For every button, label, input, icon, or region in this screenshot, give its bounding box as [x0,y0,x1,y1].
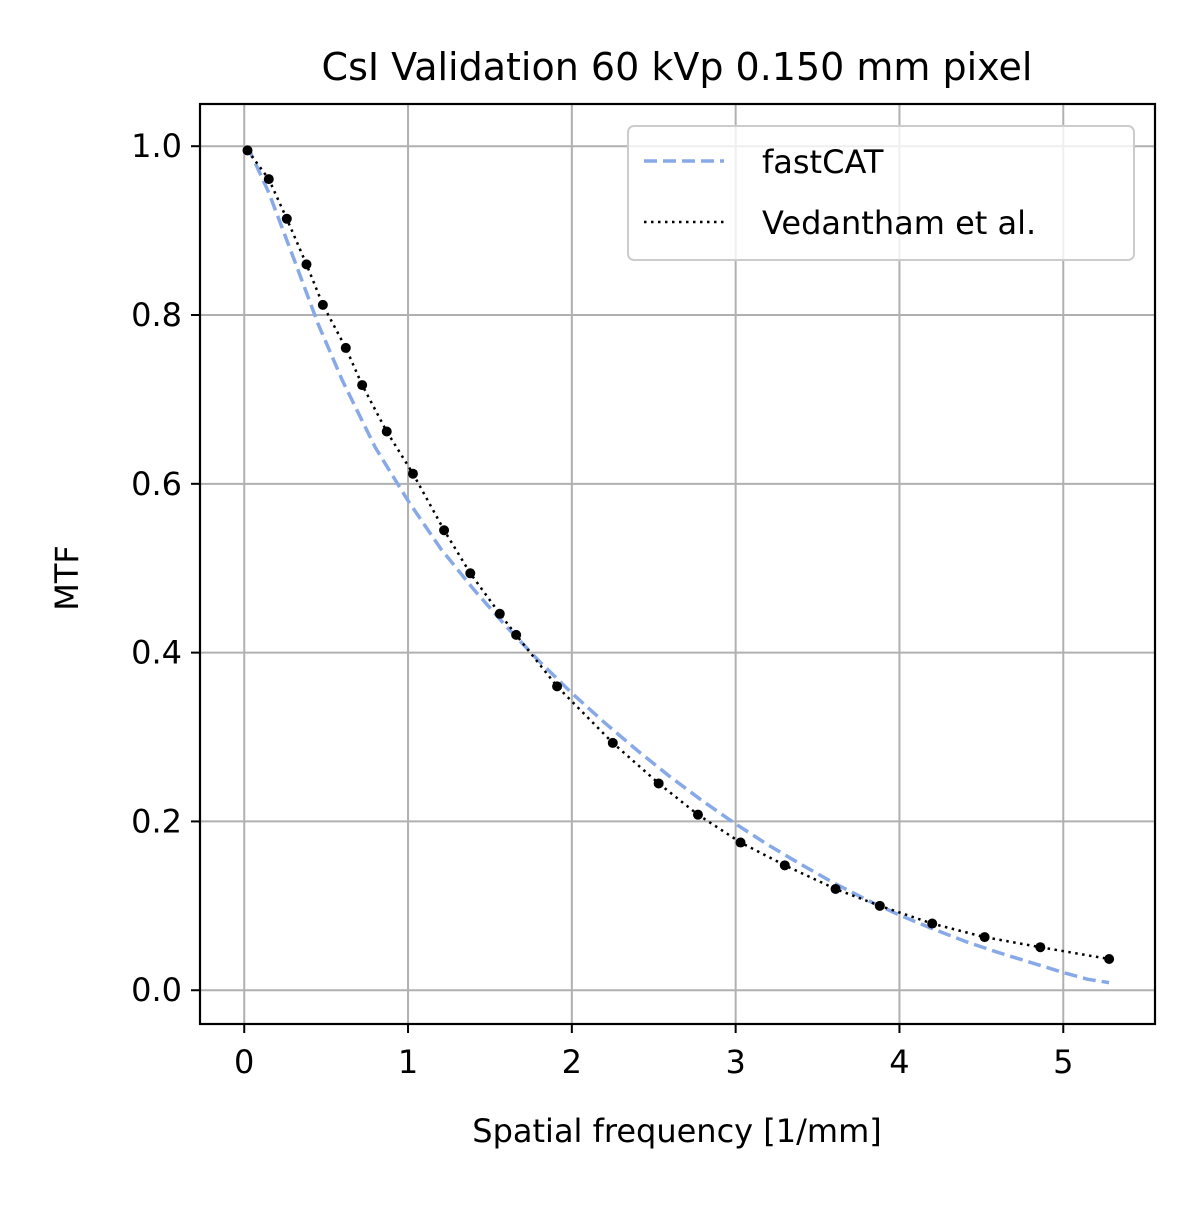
legend: fastCAT Vedantham et al. [627,125,1135,261]
x-axis-label: Spatial frequency [1/mm] [472,1112,881,1150]
data-point [439,525,450,536]
y-tick-label: 0.2 [131,802,182,840]
data-point [830,883,841,894]
data-point [242,145,253,156]
x-tick-label: 0 [234,1043,254,1081]
y-axis-label: MTF [48,545,86,611]
data-point [874,900,885,911]
data-point [407,468,418,479]
data-point [263,174,274,185]
data-point [552,681,563,692]
data-point [494,608,505,619]
x-tick-label: 5 [1053,1043,1073,1081]
data-point [381,426,392,437]
data-point [1104,954,1115,965]
y-tick-label: 0.0 [131,971,182,1009]
data-point [607,737,618,748]
chart-title: CsI Validation 60 kVp 0.150 mm pixel [322,45,1033,89]
series-line-fastcat [245,145,1110,985]
data-point [653,778,664,789]
y-tick-label: 1.0 [131,127,182,165]
data-point [692,809,703,820]
data-point [779,860,790,871]
x-tick-label: 4 [889,1043,909,1081]
plot-frame [198,102,1157,1026]
data-point [281,213,292,224]
y-axis-ticks: 0.0 0.2 0.4 0.6 0.8 1.0 [131,127,200,1009]
data-point [465,568,476,579]
data-point [317,299,328,310]
series-layer [242,145,1115,985]
legend-label-fastcat: fastCAT [762,143,884,181]
data-point [979,932,990,943]
data-point [927,918,938,929]
data-point [1035,942,1046,953]
y-tick-label: 0.6 [131,465,182,503]
data-point [357,380,368,391]
y-tick-label: 0.4 [131,634,182,672]
data-point [301,259,312,270]
x-tick-label: 2 [562,1043,582,1081]
series-line-vedantham [246,149,1110,961]
x-tick-label: 1 [398,1043,418,1081]
legend-box [627,125,1135,261]
data-point [340,342,351,353]
data-point [511,629,522,640]
legend-label-vedantham: Vedantham et al. [762,204,1036,242]
data-point [735,837,746,848]
x-axis-ticks: 0 1 2 3 4 5 [234,1024,1073,1081]
y-tick-label: 0.8 [131,296,182,334]
x-tick-label: 3 [725,1043,745,1081]
